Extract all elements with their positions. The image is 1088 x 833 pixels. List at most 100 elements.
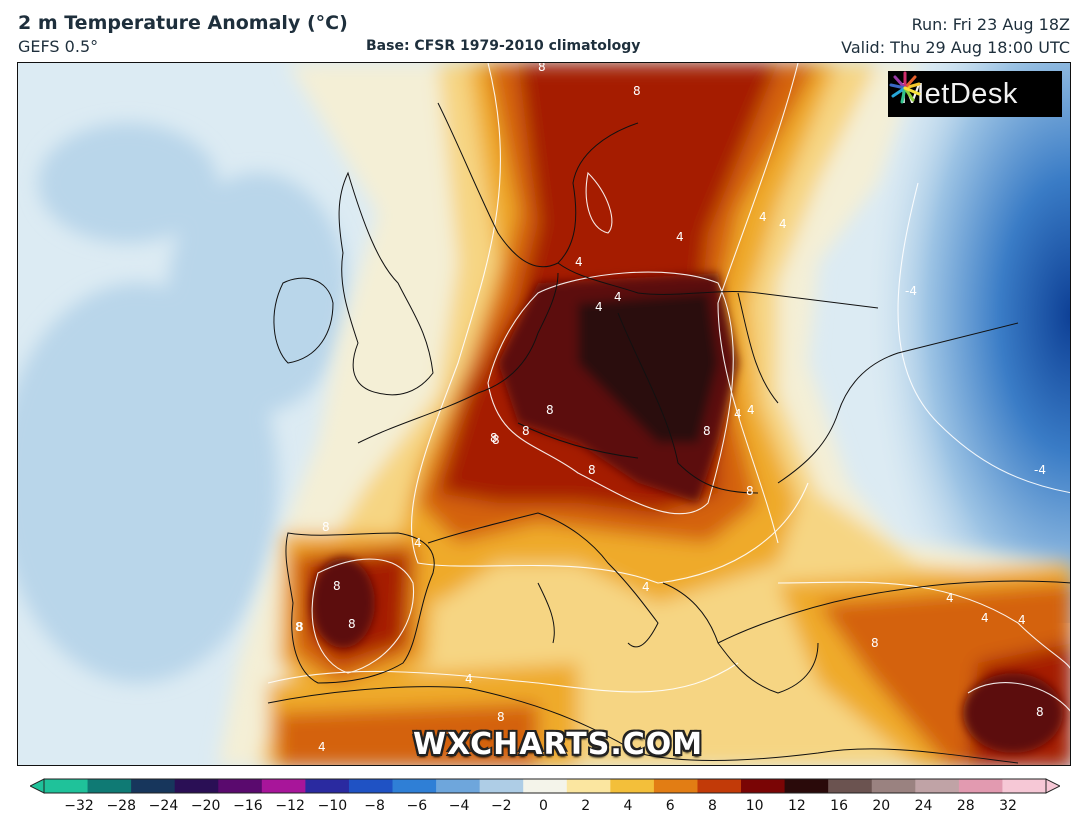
contour-label: 8 bbox=[296, 620, 304, 634]
colorbar-cell bbox=[392, 779, 437, 793]
colorbar-cell bbox=[261, 779, 306, 793]
atlantic-cool-patch bbox=[38, 123, 218, 243]
iberia-hot-core bbox=[311, 558, 375, 648]
valid-time: Valid: Thu 29 Aug 18:00 UTC bbox=[841, 38, 1070, 57]
contour-label: 8 bbox=[1036, 705, 1044, 719]
contour-lines bbox=[267, 63, 1070, 712]
colorbar-tick: 2 bbox=[581, 798, 591, 814]
colorbar-cell bbox=[523, 779, 568, 793]
colorbar-tick: 28 bbox=[956, 798, 975, 814]
wxcharts-watermark: WXCHARTS.COM bbox=[413, 727, 704, 762]
colorbar-max-arrow bbox=[1045, 778, 1060, 794]
colorbar-tick: −32 bbox=[64, 798, 94, 814]
colorbar-cell bbox=[610, 779, 655, 793]
colorbar-cell bbox=[479, 779, 524, 793]
contour-label: 8 bbox=[348, 617, 356, 631]
contour-label: 4 bbox=[465, 672, 473, 686]
contour-label: 4 bbox=[981, 611, 989, 625]
colorbar-outline bbox=[43, 778, 1047, 794]
contour-label: 8 bbox=[497, 710, 505, 724]
model-name: GEFS 0.5° bbox=[18, 37, 99, 56]
colorbar-tick: −24 bbox=[148, 798, 179, 814]
contour-label: 4 bbox=[734, 407, 742, 421]
colorbar-tick: 20 bbox=[872, 798, 891, 814]
colorbar-cell bbox=[1002, 779, 1047, 793]
colorbar-cell bbox=[218, 779, 263, 793]
colorbar-tick: 24 bbox=[914, 798, 933, 814]
colorbar-tick: −16 bbox=[233, 798, 263, 814]
metdesk-logo: MetDesk bbox=[888, 71, 1062, 117]
metdesk-burst-icon bbox=[889, 71, 921, 104]
colorbar-cell bbox=[915, 779, 960, 793]
anomaly-map[interactable]: 8 8 4 4 4 8 8 8 4 -4 8 8 8 4 8 4 -4 8 8 8 4 4 8 4 8 4 8 8 4 4 4 8 4 4 Met… bbox=[17, 62, 1071, 766]
contour-label: 8 bbox=[588, 463, 596, 477]
colorbar-tick: 6 bbox=[665, 798, 675, 814]
colorbar-cell bbox=[741, 779, 786, 793]
contour-label: 4 bbox=[575, 255, 583, 269]
contour-label: 8 bbox=[522, 424, 530, 438]
colorbar-cell bbox=[436, 779, 481, 793]
contour-label: 8 bbox=[333, 579, 341, 593]
climatology-base: Base: CFSR 1979-2010 climatology bbox=[366, 38, 641, 54]
contour-label: 4 bbox=[414, 536, 422, 550]
contour-label: 8 bbox=[492, 433, 500, 447]
contour-label: 4 bbox=[676, 230, 684, 244]
colorbar-tick: −28 bbox=[106, 798, 136, 814]
colorbar-cell bbox=[87, 779, 132, 793]
colorbar-tick: 12 bbox=[787, 798, 806, 814]
colorbar-tick: 16 bbox=[830, 798, 848, 814]
contour-label: 8 bbox=[746, 484, 754, 498]
contour-label: 4 bbox=[614, 290, 622, 304]
colorbar-tick: 8 bbox=[707, 798, 717, 814]
colorbar-tick: 4 bbox=[623, 798, 633, 814]
colorbar-tick: 0 bbox=[539, 798, 548, 814]
colorbar-tick: −6 bbox=[406, 798, 428, 814]
contour-label: 8 bbox=[295, 620, 303, 634]
colorbar-cell bbox=[131, 779, 176, 793]
contour-label: 8 bbox=[490, 431, 498, 445]
map-title: 2 m Temperature Anomaly (°C) bbox=[18, 12, 348, 34]
contour-label: 4 bbox=[1018, 613, 1026, 627]
contour-label: 8 bbox=[546, 403, 554, 417]
colorbar-cell bbox=[653, 779, 698, 793]
contour-label: 4 bbox=[779, 217, 787, 231]
atlantic-cool-patch bbox=[168, 173, 348, 413]
contour-label: 4 bbox=[759, 210, 767, 224]
color-scale-bar bbox=[30, 778, 1060, 794]
colorbar-tick: −2 bbox=[490, 798, 512, 814]
contour-label: 4 bbox=[642, 580, 650, 594]
contour-label: 8 bbox=[538, 63, 546, 74]
colorbar-cell bbox=[348, 779, 394, 793]
colorbar-tick: −10 bbox=[317, 798, 348, 814]
colorbar-cell bbox=[784, 779, 829, 793]
colorbar-cell bbox=[958, 779, 1003, 793]
coastlines bbox=[267, 102, 1070, 764]
east-med-hot-core bbox=[963, 673, 1063, 753]
contour-label: 4 bbox=[318, 740, 326, 754]
contour-label: -4 bbox=[905, 284, 917, 298]
colorbar-tick: −12 bbox=[275, 798, 305, 814]
contour-label: 8 bbox=[703, 424, 711, 438]
colorbar-tick: −8 bbox=[364, 798, 385, 814]
warm-6-zone bbox=[278, 703, 538, 765]
colorbar-min-arrow bbox=[30, 778, 45, 794]
contour-label: 8 bbox=[633, 84, 641, 98]
colorbar-cell bbox=[44, 779, 89, 793]
colorbar-cell bbox=[566, 779, 611, 793]
contour-label: -4 bbox=[1034, 463, 1046, 477]
contour-label: 8 bbox=[322, 520, 330, 534]
contour-label: 8 bbox=[871, 636, 879, 650]
colorbar-cell bbox=[871, 779, 916, 793]
contour-label: 4 bbox=[595, 300, 603, 314]
colorbar-tick: −20 bbox=[190, 798, 221, 814]
colorbar-cell bbox=[305, 779, 350, 793]
hot-12-core bbox=[578, 293, 718, 443]
run-time: Run: Fri 23 Aug 18Z bbox=[911, 15, 1070, 34]
colorbar-cell bbox=[174, 779, 219, 793]
contour-label: 4 bbox=[747, 403, 755, 417]
colorbar-tick: 10 bbox=[745, 798, 764, 814]
colorbar-cell bbox=[697, 779, 742, 793]
colorbar-tick: −4 bbox=[448, 798, 470, 814]
